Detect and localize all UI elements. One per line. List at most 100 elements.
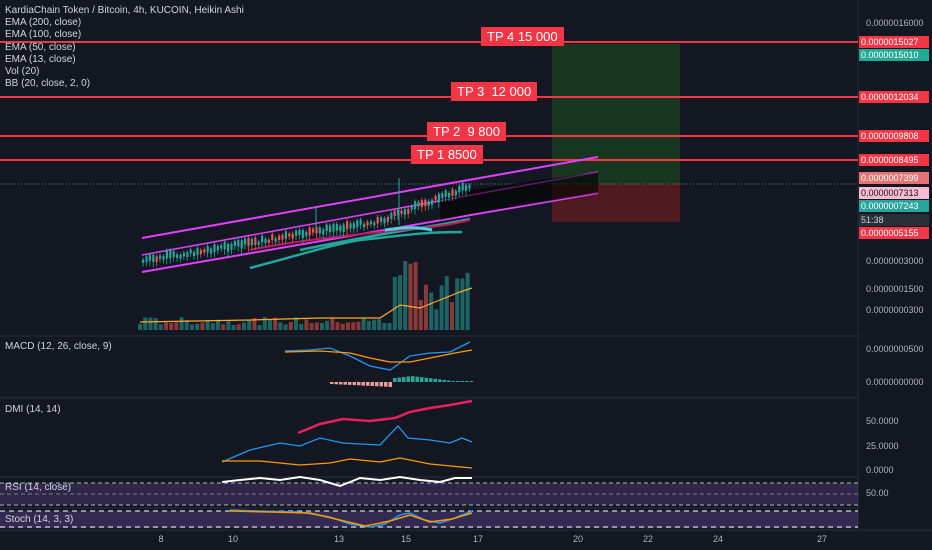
study-ema-100[interactable]: EMA (100, close): [5, 29, 82, 41]
macd-histogram-bar: [366, 382, 370, 386]
candle: [390, 212, 393, 219]
macd-histogram-bar: [469, 381, 473, 382]
volume-bar: [387, 322, 392, 330]
pane-label-rsi[interactable]: RSI (14, close): [5, 482, 72, 493]
chart-title[interactable]: KardiaChain Token / Bitcoin, 4h, KUCOIN,…: [5, 5, 244, 16]
study-ema-50[interactable]: EMA (50, close): [5, 41, 76, 53]
candle: [162, 256, 165, 260]
macd-histogram-bar: [456, 381, 460, 382]
volume-bar: [273, 317, 278, 330]
rsi-axis-label: 50.00: [866, 488, 889, 498]
macd-histogram-bar: [420, 377, 424, 382]
volume-bar: [195, 323, 200, 330]
candle: [244, 238, 247, 245]
candle: [465, 185, 468, 192]
volume-bar: [392, 276, 397, 330]
volume-bar: [356, 321, 361, 330]
dmi-axis-label: 25.0000: [866, 441, 899, 451]
volume-bar: [294, 317, 298, 330]
candle: [278, 235, 281, 241]
study-ema-200[interactable]: EMA (200, close): [5, 17, 82, 29]
volume-bar: [361, 318, 366, 330]
candle: [199, 249, 202, 254]
volume-bar: [153, 318, 158, 330]
study-volume[interactable]: Vol (20): [5, 66, 40, 78]
candle: [145, 256, 148, 263]
candle: [148, 254, 151, 261]
candle: [414, 201, 417, 209]
macd-histogram-bar: [375, 382, 379, 387]
volume-bar: [434, 309, 439, 330]
volume-bar: [169, 323, 174, 330]
volume-bar: [351, 322, 356, 330]
candle: [237, 239, 240, 247]
candle: [380, 217, 383, 222]
candle: [206, 246, 209, 253]
volume-bar: [398, 275, 402, 330]
channel-upper-line[interactable]: [141, 156, 599, 239]
date-label: 10: [227, 534, 239, 544]
volume-bar: [340, 323, 345, 330]
macd-histogram-bar: [343, 382, 347, 385]
candle: [271, 234, 274, 241]
pane-label-macd[interactable]: MACD (12, 26, close, 9): [5, 341, 112, 352]
macd-histogram-bar: [330, 382, 334, 384]
volume-bar: [455, 278, 460, 330]
candle: [369, 221, 372, 225]
candle: [332, 223, 335, 232]
price-tag-stop: 0.0000005155: [859, 227, 929, 239]
volume-bar: [247, 319, 252, 330]
volume-bar: [366, 320, 371, 330]
macd-signal-line: [284, 349, 473, 363]
volume-ma-line: [139, 287, 473, 323]
candle: [444, 190, 447, 197]
volume-bar: [460, 278, 465, 330]
pane-label-stoch[interactable]: Stoch (14, 3, 3): [5, 514, 74, 525]
candle: [172, 251, 175, 258]
volume-bar: [252, 318, 257, 330]
volume-bar: [278, 322, 283, 330]
volume-bar: [382, 322, 387, 330]
volume-bar: [320, 322, 324, 330]
macd-histogram-bar: [384, 382, 388, 387]
tp3-label[interactable]: TP 3 12 000: [451, 82, 538, 101]
price-label: 0.0000003000: [866, 256, 924, 266]
volume-bar: [299, 323, 304, 330]
candle: [257, 241, 260, 245]
candle: [216, 246, 219, 251]
candle: [155, 256, 158, 262]
candle: [461, 182, 464, 191]
volume-bar: [236, 324, 241, 330]
candle: [468, 185, 471, 189]
date-label: 13: [333, 534, 345, 544]
volume-bar: [268, 318, 272, 330]
macd-axis-label: 0.0000000500: [866, 344, 924, 354]
volume-bar: [288, 322, 293, 330]
study-bollinger[interactable]: BB (20, close, 2, 0): [5, 78, 91, 90]
tp4-label[interactable]: TP 4 15 000: [481, 27, 564, 46]
macd-histogram-bar: [406, 376, 410, 382]
candle: [193, 251, 196, 257]
macd-histogram-bar: [352, 382, 356, 386]
candle: [376, 217, 379, 224]
dmi-minus-line: [222, 457, 473, 469]
macd-histogram-bar: [370, 382, 374, 387]
study-ema-13[interactable]: EMA (13, close): [5, 53, 76, 65]
candle: [233, 241, 236, 246]
candle: [284, 231, 287, 239]
macd-histogram: [330, 376, 473, 387]
volume-bar: [429, 292, 434, 330]
price-label: 0.0000016000: [866, 18, 924, 28]
pane-label-dmi[interactable]: DMI (14, 14): [5, 404, 61, 415]
volume-bar: [314, 322, 319, 330]
price-label: 0.0000001500: [866, 284, 924, 294]
tp1-label[interactable]: TP 1 8500: [411, 145, 483, 164]
candle: [346, 221, 349, 230]
tp2-label[interactable]: TP 2 9 800: [427, 122, 506, 141]
take-profit-zone[interactable]: [552, 44, 680, 184]
candle: [247, 237, 250, 247]
candle: [400, 210, 403, 214]
candle: [186, 252, 189, 257]
volume-bar: [205, 320, 210, 330]
